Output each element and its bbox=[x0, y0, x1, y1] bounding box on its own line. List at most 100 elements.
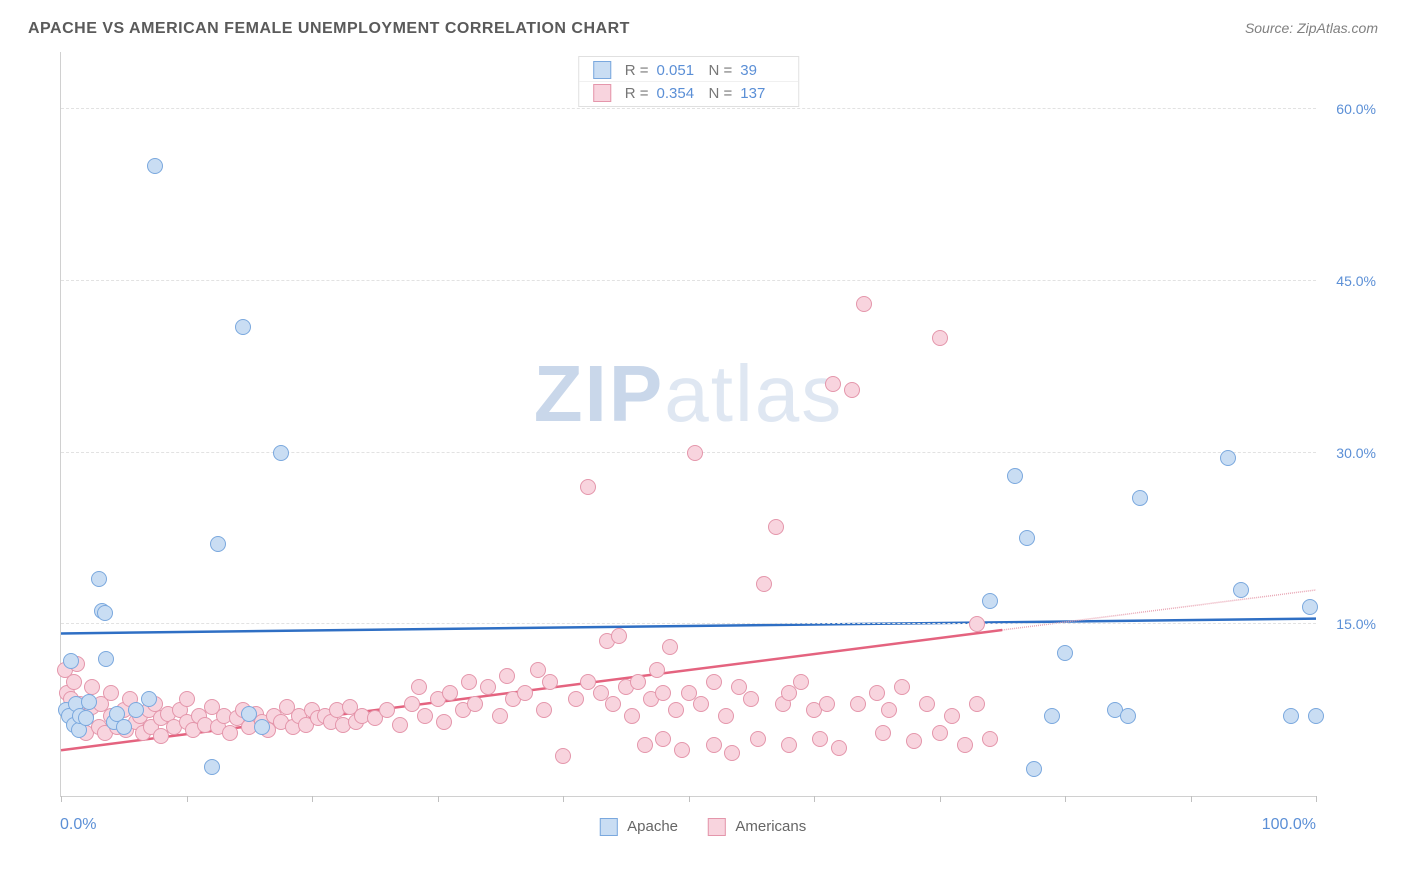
x-tick bbox=[563, 796, 564, 802]
data-point bbox=[724, 745, 740, 761]
data-point bbox=[417, 708, 433, 724]
data-point bbox=[611, 628, 627, 644]
watermark-part1: ZIP bbox=[534, 349, 664, 438]
gridline bbox=[61, 280, 1316, 281]
swatch-americans bbox=[708, 818, 726, 836]
data-point bbox=[392, 717, 408, 733]
swatch-americans bbox=[593, 84, 611, 102]
data-point bbox=[1057, 645, 1073, 661]
data-point bbox=[662, 639, 678, 655]
data-point bbox=[116, 719, 132, 735]
data-point bbox=[812, 731, 828, 747]
data-point bbox=[894, 679, 910, 695]
data-point bbox=[743, 691, 759, 707]
x-tick bbox=[814, 796, 815, 802]
data-point bbox=[555, 748, 571, 764]
data-point bbox=[919, 696, 935, 712]
y-tick-label: 45.0% bbox=[1336, 273, 1376, 289]
data-point bbox=[630, 674, 646, 690]
data-point bbox=[1283, 708, 1299, 724]
data-point bbox=[655, 731, 671, 747]
legend-label-americans: Americans bbox=[735, 818, 806, 835]
data-point bbox=[668, 702, 684, 718]
chart-area: Female Unemployment ZIPatlas R = 0.051 N… bbox=[20, 42, 1386, 842]
legend-item-americans: Americans bbox=[708, 818, 806, 836]
data-point bbox=[605, 696, 621, 712]
data-point bbox=[568, 691, 584, 707]
stats-row-americans: R = 0.354 N = 137 bbox=[579, 81, 799, 104]
x-axis-label-max: 100.0% bbox=[1262, 816, 1316, 834]
data-point bbox=[1132, 490, 1148, 506]
data-point bbox=[204, 759, 220, 775]
data-point bbox=[768, 519, 784, 535]
data-point bbox=[756, 576, 772, 592]
data-point bbox=[982, 593, 998, 609]
chart-container: APACHE VS AMERICAN FEMALE UNEMPLOYMENT C… bbox=[20, 20, 1386, 872]
data-point bbox=[179, 691, 195, 707]
data-point bbox=[819, 696, 835, 712]
data-point bbox=[141, 691, 157, 707]
regression-line bbox=[61, 619, 1316, 634]
data-point bbox=[781, 737, 797, 753]
data-point bbox=[480, 679, 496, 695]
data-point bbox=[147, 158, 163, 174]
data-point bbox=[844, 382, 860, 398]
data-point bbox=[649, 662, 665, 678]
data-point bbox=[467, 696, 483, 712]
x-tick bbox=[187, 796, 188, 802]
data-point bbox=[693, 696, 709, 712]
data-point bbox=[655, 685, 671, 701]
data-point bbox=[718, 708, 734, 724]
data-point bbox=[210, 536, 226, 552]
data-point bbox=[1026, 761, 1042, 777]
data-point bbox=[103, 685, 119, 701]
stats-legend: R = 0.051 N = 39 R = 0.354 N = 137 bbox=[578, 56, 800, 107]
r-value-apache: 0.051 bbox=[657, 62, 701, 79]
data-point bbox=[1007, 468, 1023, 484]
data-point bbox=[241, 706, 257, 722]
x-tick bbox=[438, 796, 439, 802]
data-point bbox=[411, 679, 427, 695]
data-point bbox=[81, 694, 97, 710]
data-point bbox=[1308, 708, 1324, 724]
series-legend: Apache Americans bbox=[600, 818, 806, 836]
chart-header: APACHE VS AMERICAN FEMALE UNEMPLOYMENT C… bbox=[20, 20, 1386, 42]
data-point bbox=[235, 319, 251, 335]
data-point bbox=[856, 296, 872, 312]
data-point bbox=[97, 605, 113, 621]
data-point bbox=[222, 725, 238, 741]
data-point bbox=[875, 725, 891, 741]
r-value-americans: 0.354 bbox=[657, 85, 701, 102]
data-point bbox=[461, 674, 477, 690]
plot-area: ZIPatlas R = 0.051 N = 39 R = 0.354 N = … bbox=[60, 52, 1316, 797]
x-tick bbox=[61, 796, 62, 802]
data-point bbox=[84, 679, 100, 695]
data-point bbox=[944, 708, 960, 724]
data-point bbox=[379, 702, 395, 718]
data-point bbox=[687, 445, 703, 461]
data-point bbox=[850, 696, 866, 712]
n-value-apache: 39 bbox=[740, 62, 784, 79]
data-point bbox=[624, 708, 640, 724]
y-tick-label: 30.0% bbox=[1336, 445, 1376, 461]
data-point bbox=[1302, 599, 1318, 615]
data-point bbox=[869, 685, 885, 701]
stats-row-apache: R = 0.051 N = 39 bbox=[579, 59, 799, 81]
data-point bbox=[637, 737, 653, 753]
data-point bbox=[957, 737, 973, 753]
data-point bbox=[1220, 450, 1236, 466]
data-point bbox=[969, 696, 985, 712]
data-point bbox=[674, 742, 690, 758]
data-point bbox=[254, 719, 270, 735]
x-tick bbox=[1065, 796, 1066, 802]
watermark: ZIPatlas bbox=[534, 348, 843, 440]
data-point bbox=[831, 740, 847, 756]
data-point bbox=[517, 685, 533, 701]
data-point bbox=[1044, 708, 1060, 724]
data-point bbox=[906, 733, 922, 749]
data-point bbox=[436, 714, 452, 730]
data-point bbox=[66, 674, 82, 690]
data-point bbox=[1233, 582, 1249, 598]
data-point bbox=[750, 731, 766, 747]
data-point bbox=[273, 445, 289, 461]
